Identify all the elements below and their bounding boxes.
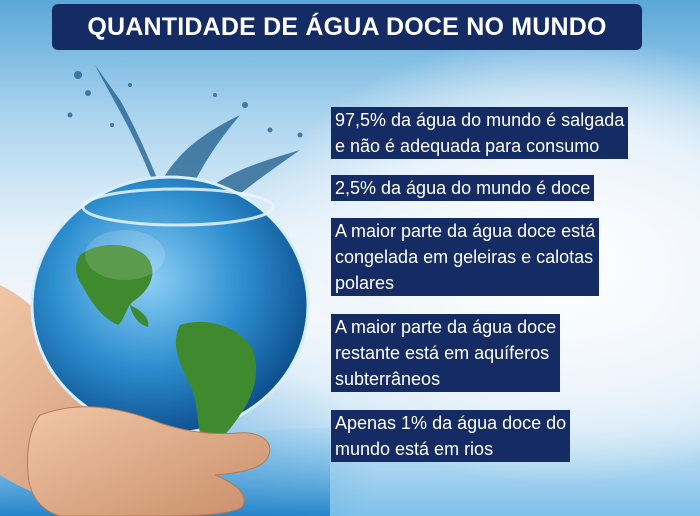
- fact-line: A maior parte da água doce: [335, 317, 557, 337]
- fact-line: 2,5% da água do mundo é doce: [335, 178, 591, 198]
- right-hand: [27, 406, 271, 516]
- fact-aquifers: A maior parte da água doce restante está…: [331, 314, 561, 392]
- fact-line: congelada em geleiras e calotas: [335, 247, 594, 267]
- bowl-rim: [81, 187, 275, 227]
- fact-line: e não é adequada para consumo: [335, 136, 600, 156]
- fact-line: Apenas 1% da água doce do: [335, 413, 567, 433]
- fact-line: restante está em aquíferos: [335, 343, 550, 363]
- fact-salt-water: 97,5% da água do mundo é salgada e não é…: [331, 107, 629, 159]
- fact-line: 97,5% da água do mundo é salgada: [335, 110, 625, 130]
- fact-frozen-water: A maior parte da água doce está congelad…: [331, 218, 600, 296]
- hands-holding-globe-bowl-illustration: [0, 65, 330, 516]
- fact-fresh-water: 2,5% da água do mundo é doce: [331, 175, 595, 201]
- fact-line: subterrâneos: [335, 369, 441, 389]
- fact-line: polares: [335, 273, 395, 293]
- fact-line: mundo está em rios: [335, 439, 494, 459]
- page-title: QUANTIDADE DE ÁGUA DOCE NO MUNDO: [52, 4, 642, 50]
- fact-line: A maior parte da água doce está: [335, 221, 596, 241]
- glass-bowl: [30, 175, 310, 435]
- fact-rivers: Apenas 1% da água doce do mundo está em …: [331, 410, 571, 462]
- continents: [76, 244, 257, 447]
